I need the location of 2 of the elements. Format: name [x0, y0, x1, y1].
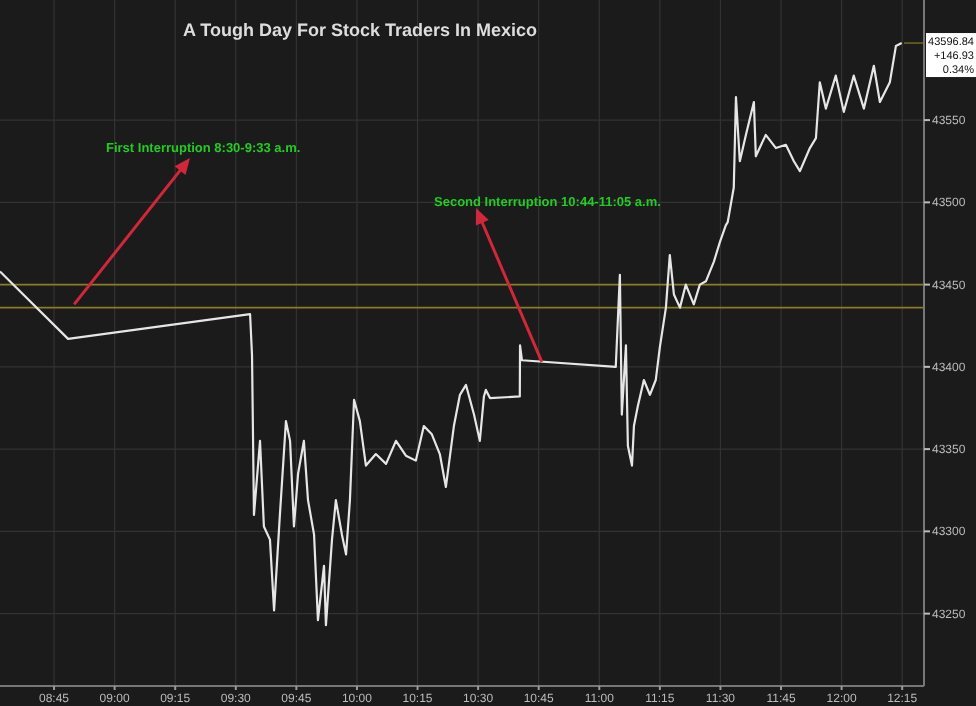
line-series [0, 41, 903, 627]
text: A Tough Day For Stock Traders In Mexico [182, 20, 539, 40]
